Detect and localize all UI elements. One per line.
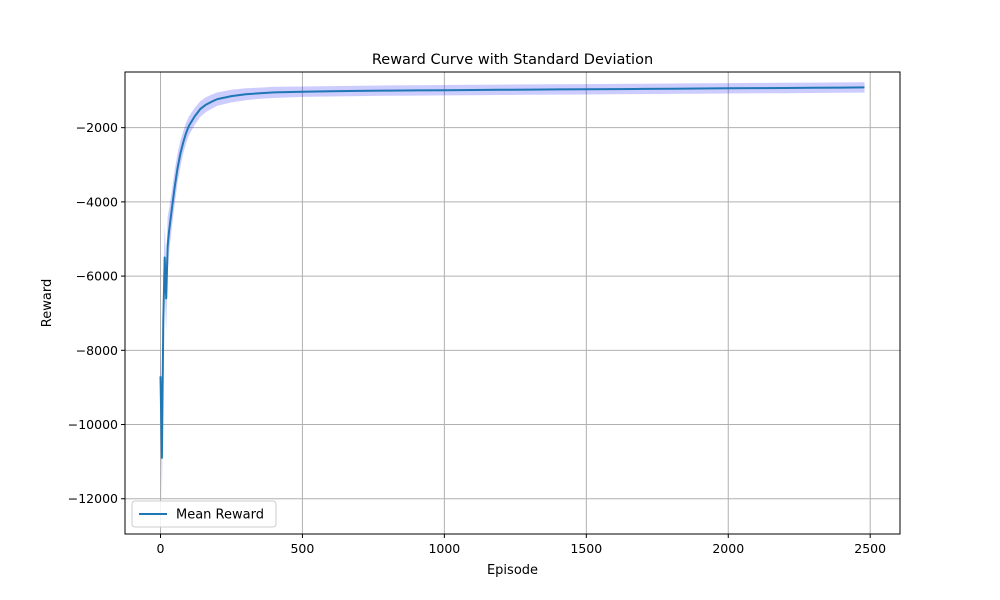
x-axis-ticks: 0 500 1000 1500 2000 2500 xyxy=(157,534,886,556)
mean-reward-line xyxy=(159,86,865,459)
legend: Mean Reward xyxy=(131,500,277,528)
y-tick-label: −10000 xyxy=(68,417,118,432)
x-tick-label: 2000 xyxy=(712,541,744,556)
y-tick-label: −2000 xyxy=(76,120,118,135)
x-tick-label: 500 xyxy=(290,541,314,556)
y-tick-label: −12000 xyxy=(68,491,118,506)
plot-frame xyxy=(124,71,901,535)
x-tick-label: 0 xyxy=(157,541,165,556)
x-tick-label: 2500 xyxy=(854,541,886,556)
y-axis-label: Reward xyxy=(40,279,55,327)
chart-title: Reward Curve with Standard Deviation xyxy=(372,52,653,68)
grid xyxy=(125,72,900,534)
y-tick-label: −4000 xyxy=(76,194,118,209)
legend-label-mean-reward: Mean Reward xyxy=(176,508,264,523)
y-tick-label: −8000 xyxy=(76,343,118,358)
y-axis-ticks: −12000 −10000 −8000 −6000 −4000 −2000 xyxy=(68,120,125,506)
x-tick-label: 1500 xyxy=(570,541,602,556)
x-tick-label: 1000 xyxy=(428,541,460,556)
y-tick-label: −6000 xyxy=(76,269,118,284)
legend-box xyxy=(131,500,277,528)
mean-line-layer xyxy=(159,86,865,459)
x-axis-label: Episode xyxy=(487,563,538,578)
